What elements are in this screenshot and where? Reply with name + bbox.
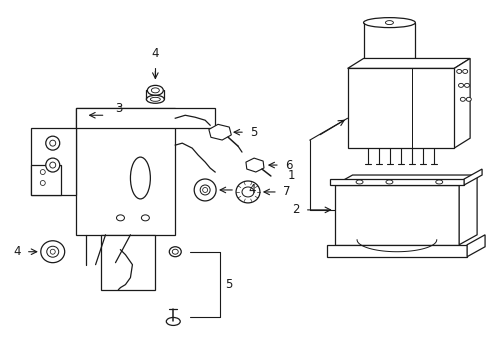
- Polygon shape: [326, 245, 466, 257]
- Ellipse shape: [50, 140, 56, 146]
- Ellipse shape: [150, 97, 160, 101]
- Text: 6: 6: [285, 158, 292, 172]
- Polygon shape: [334, 175, 476, 185]
- Ellipse shape: [147, 85, 163, 95]
- Ellipse shape: [464, 84, 468, 87]
- Polygon shape: [466, 235, 484, 257]
- Polygon shape: [334, 185, 458, 245]
- Text: 1: 1: [287, 168, 294, 181]
- Text: 5: 5: [249, 126, 257, 139]
- Polygon shape: [208, 124, 231, 140]
- Ellipse shape: [462, 69, 467, 73]
- Text: 4: 4: [247, 184, 255, 197]
- Ellipse shape: [40, 170, 45, 175]
- Ellipse shape: [458, 84, 463, 87]
- Ellipse shape: [363, 63, 414, 73]
- Ellipse shape: [151, 88, 159, 93]
- Ellipse shape: [172, 249, 178, 254]
- Ellipse shape: [363, 18, 414, 28]
- Text: 2: 2: [292, 203, 299, 216]
- Text: 4: 4: [151, 48, 159, 60]
- Polygon shape: [101, 235, 155, 289]
- Ellipse shape: [47, 246, 59, 257]
- Ellipse shape: [141, 215, 149, 221]
- Polygon shape: [76, 108, 175, 235]
- Ellipse shape: [166, 318, 180, 325]
- Polygon shape: [31, 165, 61, 195]
- Ellipse shape: [50, 249, 55, 254]
- Ellipse shape: [50, 162, 56, 168]
- Ellipse shape: [385, 21, 393, 24]
- Ellipse shape: [46, 158, 60, 172]
- Polygon shape: [329, 179, 463, 185]
- Ellipse shape: [194, 179, 216, 201]
- Ellipse shape: [459, 97, 465, 101]
- Ellipse shape: [169, 247, 181, 257]
- Ellipse shape: [355, 180, 362, 184]
- Ellipse shape: [40, 180, 45, 185]
- Text: 5: 5: [224, 278, 232, 291]
- Ellipse shape: [236, 181, 260, 203]
- Polygon shape: [453, 58, 469, 148]
- Ellipse shape: [466, 97, 470, 101]
- Text: 4: 4: [13, 245, 21, 258]
- Ellipse shape: [116, 215, 124, 221]
- Ellipse shape: [385, 180, 392, 184]
- Polygon shape: [245, 158, 264, 172]
- Ellipse shape: [146, 95, 164, 103]
- Ellipse shape: [202, 188, 207, 193]
- Polygon shape: [347, 58, 469, 68]
- Ellipse shape: [46, 136, 60, 150]
- Polygon shape: [458, 175, 476, 245]
- Polygon shape: [463, 169, 481, 185]
- Polygon shape: [76, 108, 215, 128]
- Text: 7: 7: [282, 185, 290, 198]
- Ellipse shape: [456, 69, 461, 73]
- Polygon shape: [347, 68, 453, 148]
- Polygon shape: [31, 128, 76, 195]
- Text: 3: 3: [115, 102, 122, 115]
- Ellipse shape: [435, 180, 442, 184]
- Ellipse shape: [130, 157, 150, 199]
- Ellipse shape: [200, 185, 210, 195]
- Ellipse shape: [41, 241, 64, 263]
- Ellipse shape: [242, 187, 253, 197]
